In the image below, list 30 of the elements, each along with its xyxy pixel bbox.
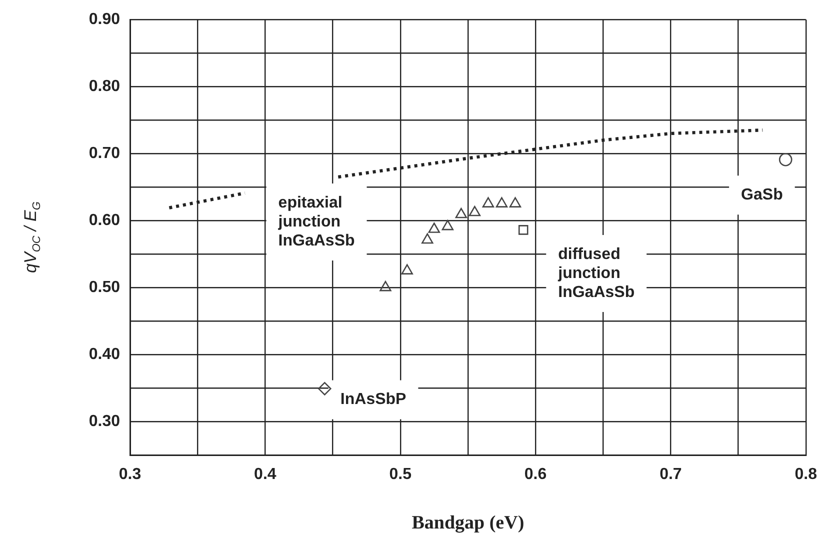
annotation: GaSb bbox=[741, 186, 784, 204]
y-tick-label: 0.40 bbox=[88, 346, 120, 363]
point bbox=[401, 264, 413, 274]
point bbox=[468, 206, 481, 216]
x-tick-label: 0.5 bbox=[389, 466, 412, 484]
x-tick-label: 0.6 bbox=[524, 466, 547, 484]
annotation: InAsSbP bbox=[340, 391, 407, 408]
x-tick-label: 0.4 bbox=[254, 466, 276, 484]
point bbox=[496, 197, 508, 208]
point bbox=[442, 220, 454, 230]
point bbox=[318, 382, 332, 396]
y-tick-label: 0.70 bbox=[88, 144, 120, 162]
y-axis-title: qVOC / EG bbox=[21, 201, 43, 273]
annotation: epitaxial junction InGaAsSb bbox=[277, 194, 355, 250]
annotation: diffused junction InGaAsSb bbox=[557, 246, 635, 301]
y-tick-label: 0.60 bbox=[88, 212, 120, 229]
y-tick-label: 0.30 bbox=[88, 412, 120, 430]
point bbox=[482, 197, 494, 208]
x-tick-label: 0.8 bbox=[794, 466, 818, 484]
point bbox=[380, 280, 392, 292]
y-tick-label: 0.80 bbox=[88, 78, 120, 95]
x-tick-label: 0.3 bbox=[118, 466, 142, 484]
x-axis-title: Bandgap (eV) bbox=[412, 512, 524, 534]
point bbox=[509, 197, 522, 208]
point bbox=[428, 222, 440, 233]
y-tick-label: 0.50 bbox=[88, 278, 120, 296]
point bbox=[422, 233, 434, 244]
y-tick-label: 0.90 bbox=[88, 11, 120, 28]
x-tick-label: 0.7 bbox=[660, 466, 682, 484]
point bbox=[455, 208, 468, 218]
